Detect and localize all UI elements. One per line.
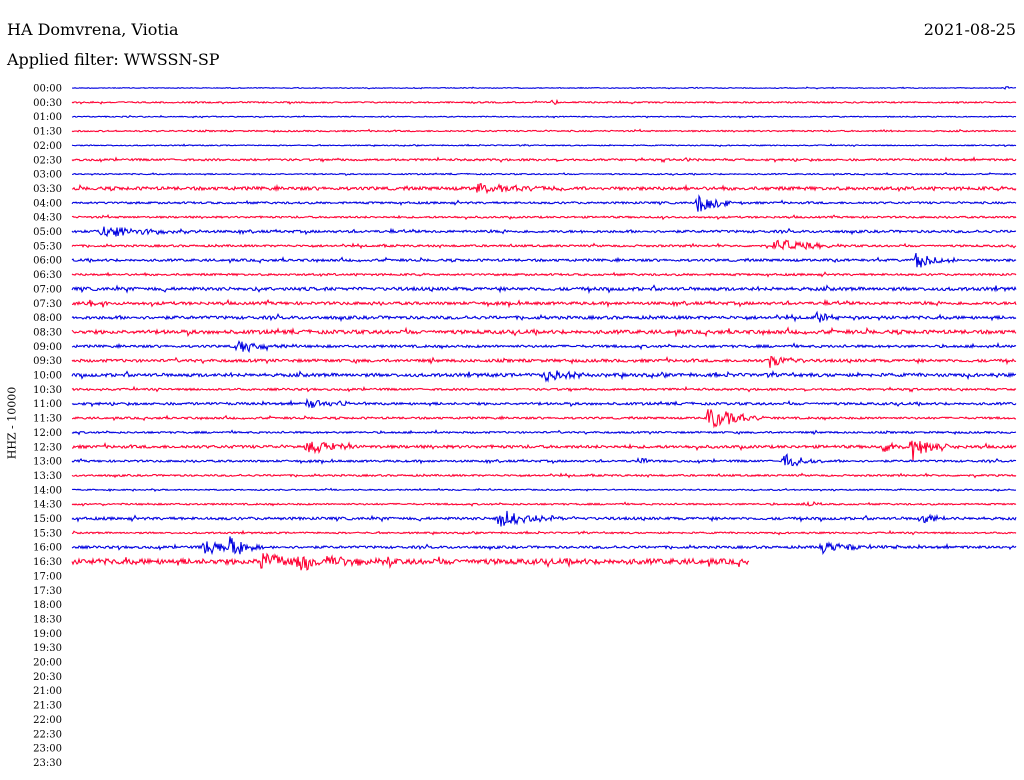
time-label: 23:30 <box>33 758 62 769</box>
time-label: 21:30 <box>33 701 62 712</box>
time-label: 08:30 <box>33 327 62 338</box>
trace-line <box>71 214 1017 221</box>
trace-line <box>71 252 1017 268</box>
time-label: 05:00 <box>33 227 62 238</box>
trace-line <box>71 340 1017 354</box>
trace-line <box>71 370 1017 383</box>
trace-line <box>71 326 1017 338</box>
time-label: 07:30 <box>33 299 62 310</box>
time-label: 17:30 <box>33 586 62 597</box>
trace-line <box>71 310 1017 323</box>
trace-line <box>71 453 1017 467</box>
trace-line <box>71 271 1017 278</box>
trace-line <box>71 143 1017 148</box>
trace-line <box>71 510 1017 527</box>
time-label: 16:00 <box>33 543 62 554</box>
time-label: 22:00 <box>33 715 62 726</box>
time-label: 06:30 <box>33 270 62 281</box>
trace-line <box>71 472 1017 479</box>
time-label: 20:00 <box>33 658 62 669</box>
time-label: 02:30 <box>33 155 62 166</box>
time-label: 10:00 <box>33 371 62 382</box>
time-label: 19:00 <box>33 629 62 640</box>
trace-line <box>71 440 1017 461</box>
time-label: 13:00 <box>33 457 62 468</box>
trace-line <box>71 194 1017 212</box>
filter-label: Applied filter: WWSSN-SP <box>7 50 220 69</box>
time-label: 18:30 <box>33 614 62 625</box>
time-label: 02:00 <box>33 141 62 152</box>
time-label: 00:30 <box>33 98 62 109</box>
trace-line <box>71 156 1017 164</box>
station-title: HA Domvrena, Viotia <box>7 20 179 39</box>
trace-line <box>71 385 1017 393</box>
trace-line <box>71 529 1017 536</box>
time-label: 08:00 <box>33 313 62 324</box>
time-label: 11:30 <box>33 414 62 425</box>
time-label: 05:30 <box>33 241 62 252</box>
time-label: 13:30 <box>33 471 62 482</box>
time-label: 03:30 <box>33 184 62 195</box>
time-label: 14:30 <box>33 500 62 511</box>
time-label: 16:30 <box>33 557 62 568</box>
trace-line <box>71 182 1017 195</box>
time-label: 18:00 <box>33 600 62 611</box>
time-label: 12:30 <box>33 442 62 453</box>
trace-line <box>71 487 1017 493</box>
trace-line <box>71 298 1017 309</box>
time-label: 12:00 <box>33 428 62 439</box>
time-label: 15:00 <box>33 514 62 525</box>
time-label: 15:30 <box>33 528 62 539</box>
time-label: 20:30 <box>33 672 62 683</box>
trace-line <box>71 128 1017 134</box>
time-label: 04:30 <box>33 213 62 224</box>
time-label: 07:00 <box>33 284 62 295</box>
time-label: 22:30 <box>33 729 62 740</box>
time-label: 11:00 <box>33 399 62 410</box>
trace-line <box>71 239 1017 251</box>
trace-line <box>71 552 750 571</box>
time-label: 01:00 <box>33 112 62 123</box>
time-label: 03:00 <box>33 170 62 181</box>
trace-line <box>71 171 1017 177</box>
trace-line <box>71 284 1017 295</box>
time-label: 10:30 <box>33 385 62 396</box>
trace-line <box>71 86 1017 90</box>
record-date: 2021-08-25 <box>923 20 1016 39</box>
time-label: 06:00 <box>33 256 62 267</box>
time-label: 19:30 <box>33 643 62 654</box>
trace-line <box>71 355 1017 368</box>
time-label: 09:30 <box>33 356 62 367</box>
trace-line <box>71 114 1017 119</box>
time-label: 00:00 <box>33 84 62 95</box>
trace-line <box>71 409 1017 429</box>
time-label: 23:00 <box>33 744 62 755</box>
time-label: 14:00 <box>33 485 62 496</box>
time-label: 04:00 <box>33 198 62 209</box>
time-label: 09:00 <box>33 342 62 353</box>
trace-line <box>71 536 1017 556</box>
trace-line <box>71 500 1017 507</box>
trace-line <box>71 397 1017 409</box>
trace-line <box>71 226 1017 238</box>
trace-line <box>71 98 1017 106</box>
time-label: 01:30 <box>33 127 62 138</box>
time-label: 21:00 <box>33 686 62 697</box>
trace-line <box>71 429 1017 436</box>
time-label: 17:00 <box>33 571 62 582</box>
